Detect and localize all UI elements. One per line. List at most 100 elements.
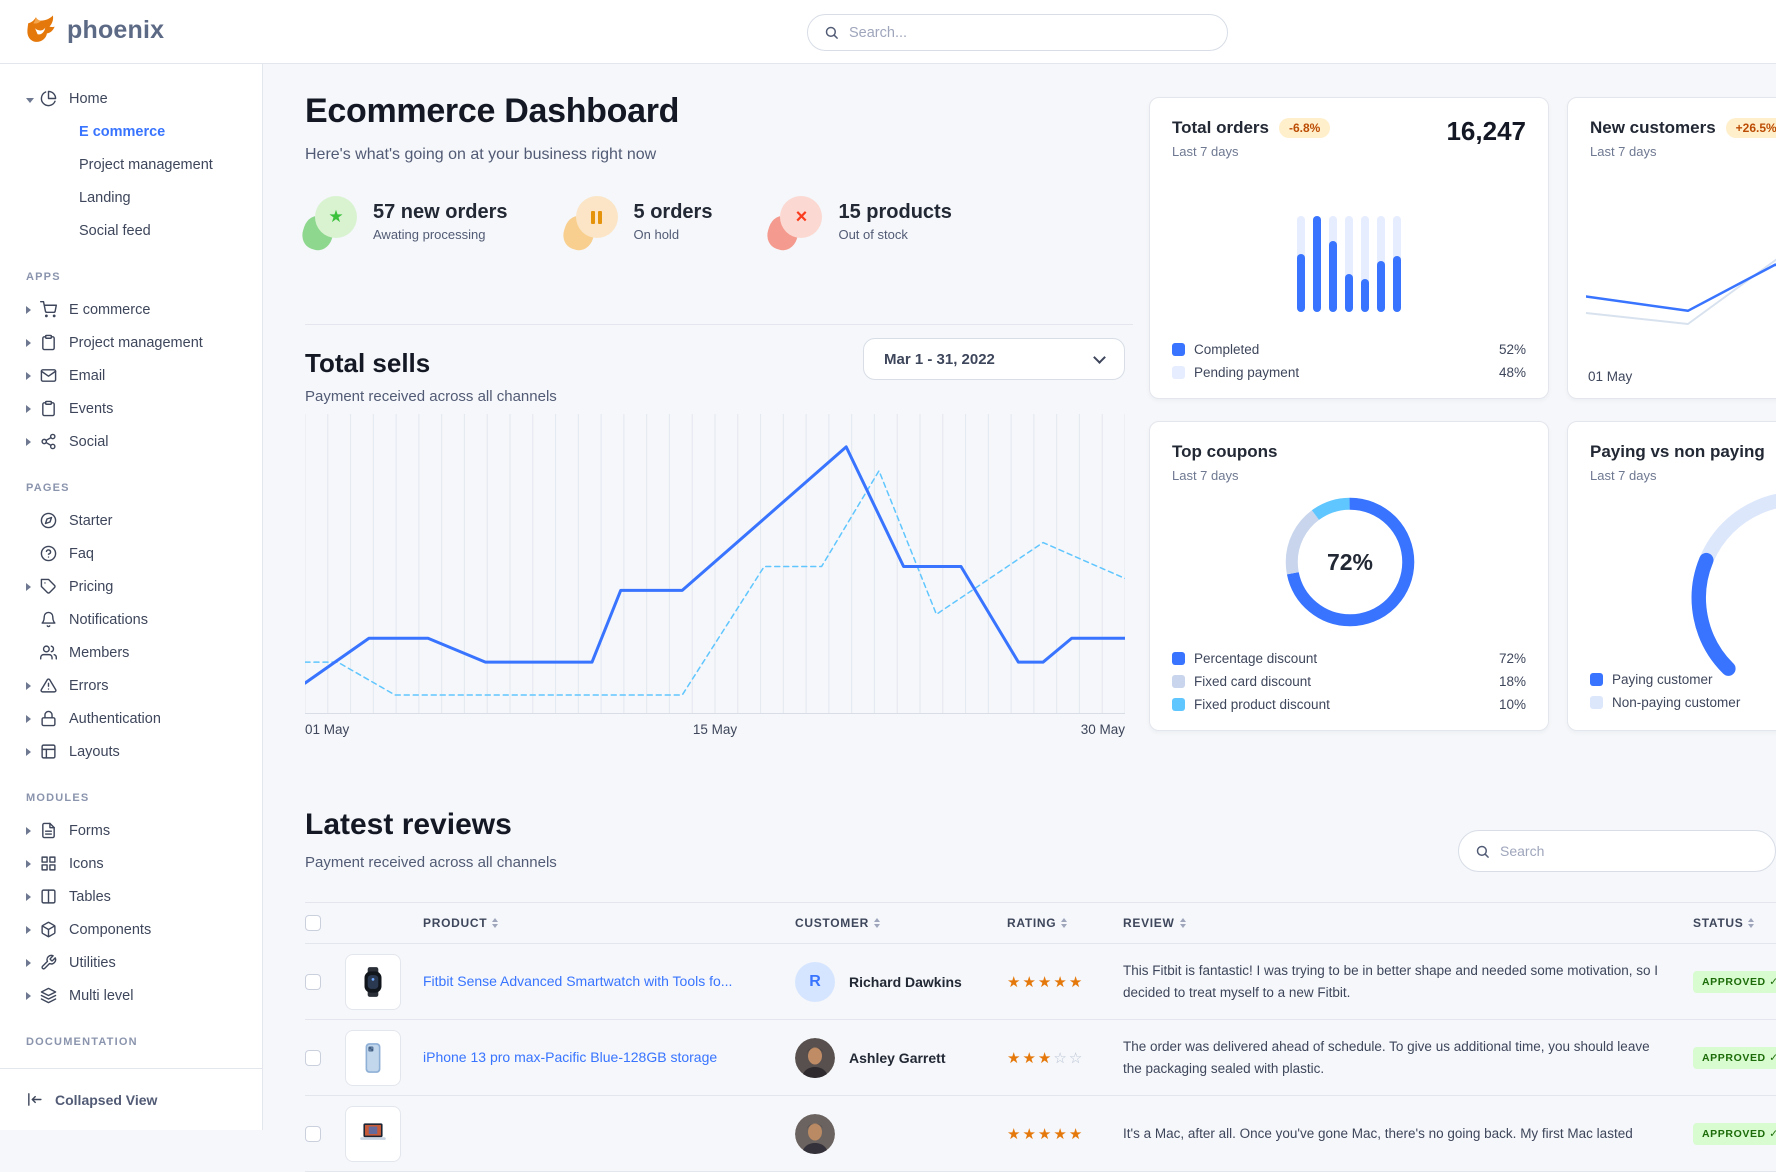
compass-icon [40, 512, 57, 529]
orders-legend: Completed 52% Pending payment 48% [1172, 338, 1526, 384]
column-rating[interactable]: RATING [1007, 916, 1123, 930]
paying-vs-nonpaying-card: Paying vs non paying Last 7 days Paying … [1567, 421, 1776, 731]
mail-icon [40, 367, 57, 384]
rating-stars: ★★★☆☆ [1007, 1049, 1085, 1067]
top-coupons-card: Top coupons Last 7 days 72% Percentage d… [1149, 421, 1549, 731]
legend-swatch [1172, 652, 1185, 665]
sidebar-item-app-project-management[interactable]: Project management [0, 326, 262, 359]
phoenix-logo-icon [27, 15, 55, 42]
sidebar-item-icons[interactable]: Icons [0, 847, 262, 880]
review-text: It's a Mac, after all. Once you've gone … [1123, 1125, 1633, 1141]
sidebar-section-pages: PAGES [26, 482, 70, 494]
sidebar-item-components[interactable]: Components [0, 913, 262, 946]
coupons-donut-chart: 72% [1274, 486, 1426, 638]
avatar[interactable]: R [795, 961, 835, 1002]
customer-name: Ashley Garrett [849, 1049, 946, 1066]
row-checkbox[interactable] [305, 973, 321, 990]
sidebar-item-social[interactable]: Social [0, 425, 262, 458]
clipboard-icon [40, 400, 57, 417]
sidebar-item-starter[interactable]: Starter [0, 504, 262, 537]
sidebar-item-members[interactable]: Members [0, 636, 262, 669]
sidebar-item-landing[interactable]: Landing [79, 189, 131, 206]
sidebar-item-home[interactable]: Home [0, 82, 262, 115]
new-customers-line-chart [1584, 236, 1776, 346]
sidebar-item-forms[interactable]: Forms [0, 814, 262, 847]
rating-stars: ★★★★★ [1007, 973, 1085, 991]
sidebar-item-tables[interactable]: Tables [0, 880, 262, 913]
date-range-select[interactable]: Mar 1 - 31, 2022 [863, 338, 1125, 380]
sidebar-item-pricing[interactable]: Pricing [0, 570, 262, 603]
grid-icon [40, 855, 57, 872]
sidebar-item-ecommerce[interactable]: E commerce [79, 123, 166, 140]
chevron-right-icon [26, 987, 36, 1005]
global-search[interactable] [807, 14, 1228, 51]
legend-swatch [1590, 673, 1603, 686]
table-icon [40, 888, 57, 905]
bell-icon [40, 611, 57, 628]
sidebar-item-layouts[interactable]: Layouts [0, 735, 262, 768]
sidebar-item-notifications[interactable]: Notifications [0, 603, 262, 636]
legend-swatch [1172, 366, 1185, 379]
sidebar-item-project-management[interactable]: Project management [79, 156, 213, 173]
global-search-input[interactable] [849, 24, 1211, 41]
pause-icon [575, 196, 618, 238]
x-axis-label: 01 May [1588, 369, 1633, 384]
collapse-sidebar-button[interactable]: Collapsed View [0, 1068, 262, 1130]
product-thumbnail-smartwatch[interactable] [345, 953, 401, 1010]
pie-chart-icon [40, 90, 57, 107]
reviews-search-input[interactable] [1500, 843, 1759, 859]
layers-icon [40, 987, 57, 1004]
sidebar-item-app-ecommerce[interactable]: E commerce [0, 293, 262, 326]
product-thumbnail-iphone[interactable] [345, 1029, 401, 1086]
table-row: ★★★★★ It's a Mac, after all. Once you've… [305, 1096, 1776, 1172]
product-thumbnail-macbook[interactable] [345, 1105, 401, 1162]
lock-icon [40, 710, 57, 727]
wrench-icon [40, 954, 57, 971]
clipboard-icon [40, 334, 57, 351]
column-product[interactable]: PRODUCT [423, 916, 795, 930]
total-sells-title: Total sells [305, 348, 431, 378]
table-header-row: PRODUCT CUSTOMER RATING REVIEW STATUS [305, 902, 1776, 944]
reviews-search[interactable] [1458, 830, 1776, 872]
select-all-checkbox[interactable] [305, 915, 321, 931]
chevron-right-icon [26, 743, 36, 761]
sidebar-item-events[interactable]: Events [0, 392, 262, 425]
row-checkbox[interactable] [305, 1125, 321, 1142]
sort-icon [1061, 918, 1067, 928]
sort-icon [1180, 918, 1186, 928]
sidebar-item-faq[interactable]: Faq [0, 537, 262, 570]
chevron-right-icon [26, 301, 36, 319]
sidebar-item-email[interactable]: Email [0, 359, 262, 392]
row-checkbox[interactable] [305, 1049, 321, 1066]
chevron-right-icon [26, 954, 36, 972]
sidebar-item-social-feed[interactable]: Social feed [79, 222, 151, 239]
chevron-right-icon [26, 855, 36, 873]
sidebar-item-multi-level[interactable]: Multi level [0, 979, 262, 1012]
chevron-right-icon [26, 433, 36, 451]
total-orders-value: 16,247 [1446, 116, 1526, 146]
column-status[interactable]: STATUS [1693, 916, 1776, 930]
trend-badge: +26.5% [1725, 118, 1776, 138]
column-customer[interactable]: CUSTOMER [795, 916, 1007, 930]
sidebar-item-authentication[interactable]: Authentication [0, 702, 262, 735]
card-title: Paying vs non paying [1590, 442, 1765, 461]
product-link[interactable]: iPhone 13 pro max-Pacific Blue-128GB sto… [423, 1048, 718, 1065]
avatar[interactable] [795, 1113, 835, 1154]
latest-reviews-title: Latest reviews [305, 808, 512, 841]
legend-swatch [1172, 343, 1185, 356]
layout-icon [40, 743, 57, 760]
product-link[interactable]: Fitbit Sense Advanced Smartwatch with To… [423, 972, 733, 989]
status-badge: APPROVED ✓ [1693, 970, 1776, 993]
chevron-right-icon [26, 921, 36, 939]
column-review[interactable]: REVIEW [1123, 916, 1693, 930]
sidebar-item-errors[interactable]: Errors [0, 669, 262, 702]
chevron-down-icon [26, 90, 36, 108]
sort-icon [492, 918, 498, 928]
chevron-right-icon [26, 888, 36, 906]
table-row: Fitbit Sense Advanced Smartwatch with To… [305, 944, 1776, 1020]
sidebar-item-utilities[interactable]: Utilities [0, 946, 262, 979]
sidebar-section-apps: APPS [26, 271, 61, 283]
avatar[interactable] [795, 1037, 835, 1078]
brand-logo[interactable]: phoenix [24, 13, 164, 47]
stats-row: ★ 57 new orders Awating processing 5 orde… [298, 196, 952, 254]
